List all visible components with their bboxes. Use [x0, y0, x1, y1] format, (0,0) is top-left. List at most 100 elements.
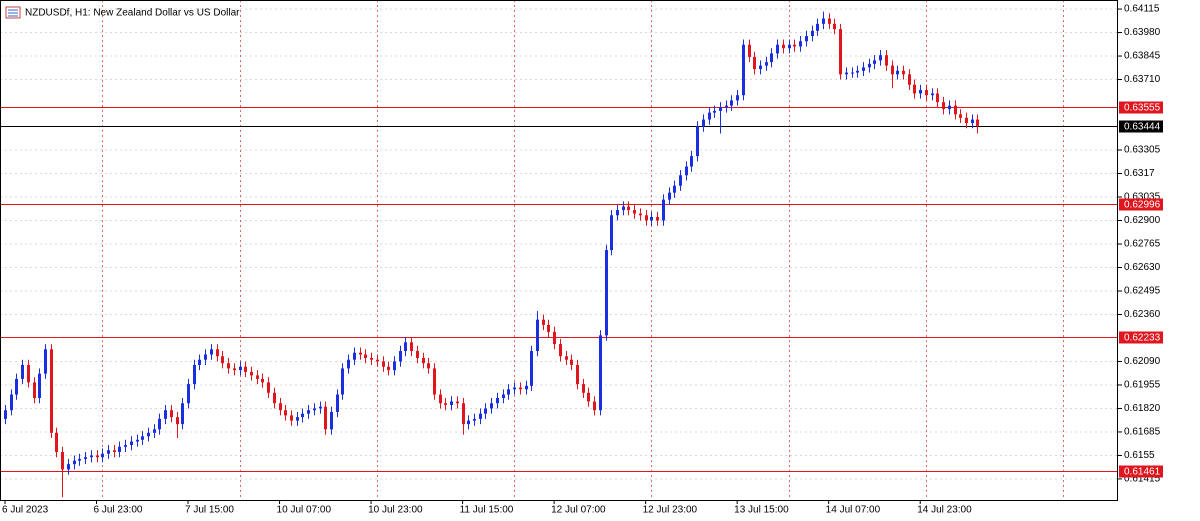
candle-body [799, 41, 802, 47]
candle-body [662, 199, 665, 221]
candle-body [261, 378, 264, 383]
candle-body [696, 126, 699, 157]
candle-body [576, 364, 579, 385]
y-tick-label: 0.63710 [1124, 74, 1161, 85]
candle-body [387, 366, 390, 371]
candle-body [536, 319, 539, 352]
x-tick-label: 14 Jul 07:00 [826, 505, 881, 516]
candle-body [296, 417, 299, 421]
candle-body [55, 432, 58, 452]
symbol-icon [5, 6, 21, 19]
candle-body [273, 392, 276, 404]
candle-body [616, 210, 619, 216]
candle-body [130, 441, 133, 446]
candle-body [410, 342, 413, 352]
x-tick-label: 6 Jul 23:00 [94, 505, 143, 516]
candle-body [61, 451, 64, 470]
x-tick-label: 12 Jul 07:00 [551, 505, 606, 516]
y-tick-label: 0.61820 [1124, 403, 1161, 414]
candle-body [730, 100, 733, 106]
candle-body [862, 67, 865, 71]
candle-body [976, 119, 979, 126]
candle-body [44, 349, 47, 374]
candle-body [788, 44, 791, 49]
candle-body [931, 93, 934, 96]
candle-body [124, 445, 127, 447]
candle-body [456, 401, 459, 404]
candle-body [948, 105, 951, 110]
candle-body [513, 387, 516, 390]
candle-body [330, 411, 333, 430]
candle-body [525, 385, 528, 390]
candle-body [622, 206, 625, 211]
candle-body [136, 439, 139, 442]
candle-body [496, 398, 499, 404]
level-box [1119, 101, 1163, 114]
candle-body [782, 44, 785, 49]
candle-body [833, 23, 836, 30]
candle-body [742, 44, 745, 96]
candle-body [118, 446, 121, 452]
candles [4, 11, 979, 498]
candle-body [856, 70, 859, 73]
candle-body [919, 89, 922, 94]
candle-body [639, 213, 642, 216]
candle-body [656, 217, 659, 221]
candle-body [10, 394, 13, 411]
y-tick-label: 0.64115 [1124, 4, 1160, 15]
candle-body [176, 417, 179, 425]
candle-body [198, 359, 201, 365]
candle-body [645, 215, 648, 221]
candle-body [593, 401, 596, 411]
candle-body [324, 406, 327, 430]
candle-body [851, 72, 854, 74]
y-tick-label: 0.62495 [1124, 286, 1161, 297]
candle-body [473, 418, 476, 421]
candle-body [925, 89, 928, 96]
current-price-label: 0.63444 [1124, 122, 1161, 133]
candle-body [811, 30, 814, 37]
y-tick-label: 0.6317 [1124, 168, 1155, 179]
candle-body [971, 119, 974, 124]
candle-body [267, 382, 270, 393]
candle-body [164, 410, 167, 419]
x-tick-label: 7 Jul 15:00 [185, 505, 234, 516]
candle-body [450, 401, 453, 405]
candle-body [954, 105, 957, 115]
candle-body [313, 408, 316, 411]
candle-body [284, 410, 287, 416]
level-label: 0.62233 [1124, 333, 1161, 344]
candle-body [107, 450, 110, 454]
candle-body [96, 455, 99, 458]
candle-body [233, 368, 236, 371]
candle-body [530, 351, 533, 386]
y-tick-label: 0.62900 [1124, 215, 1161, 226]
y-tick-label: 0.63980 [1124, 27, 1161, 38]
candle-body [879, 55, 882, 61]
candle-body [633, 210, 636, 214]
candle-body [170, 410, 173, 418]
candle-body [507, 389, 510, 395]
candle-body [158, 418, 161, 430]
candle-body [828, 18, 831, 24]
candle-body [433, 368, 436, 395]
candle-body [553, 331, 556, 345]
candle-body [193, 364, 196, 385]
candle-body [84, 457, 87, 459]
x-tick-label: 13 Jul 15:00 [734, 505, 789, 516]
y-tick-label: 0.63035 [1124, 192, 1161, 203]
candle-body [404, 342, 407, 352]
candle-body [216, 349, 219, 357]
candle-body [765, 62, 768, 66]
candle-body [359, 352, 362, 355]
candle-body [702, 119, 705, 127]
candle-body [753, 56, 756, 70]
candle-body [341, 368, 344, 395]
x-tick-label: 10 Jul 23:00 [368, 505, 423, 516]
candle-body [462, 403, 465, 425]
candle-body [393, 361, 396, 371]
x-tick-label: 12 Jul 23:00 [643, 505, 698, 516]
candle-body [244, 366, 247, 372]
candle-body [290, 415, 293, 421]
